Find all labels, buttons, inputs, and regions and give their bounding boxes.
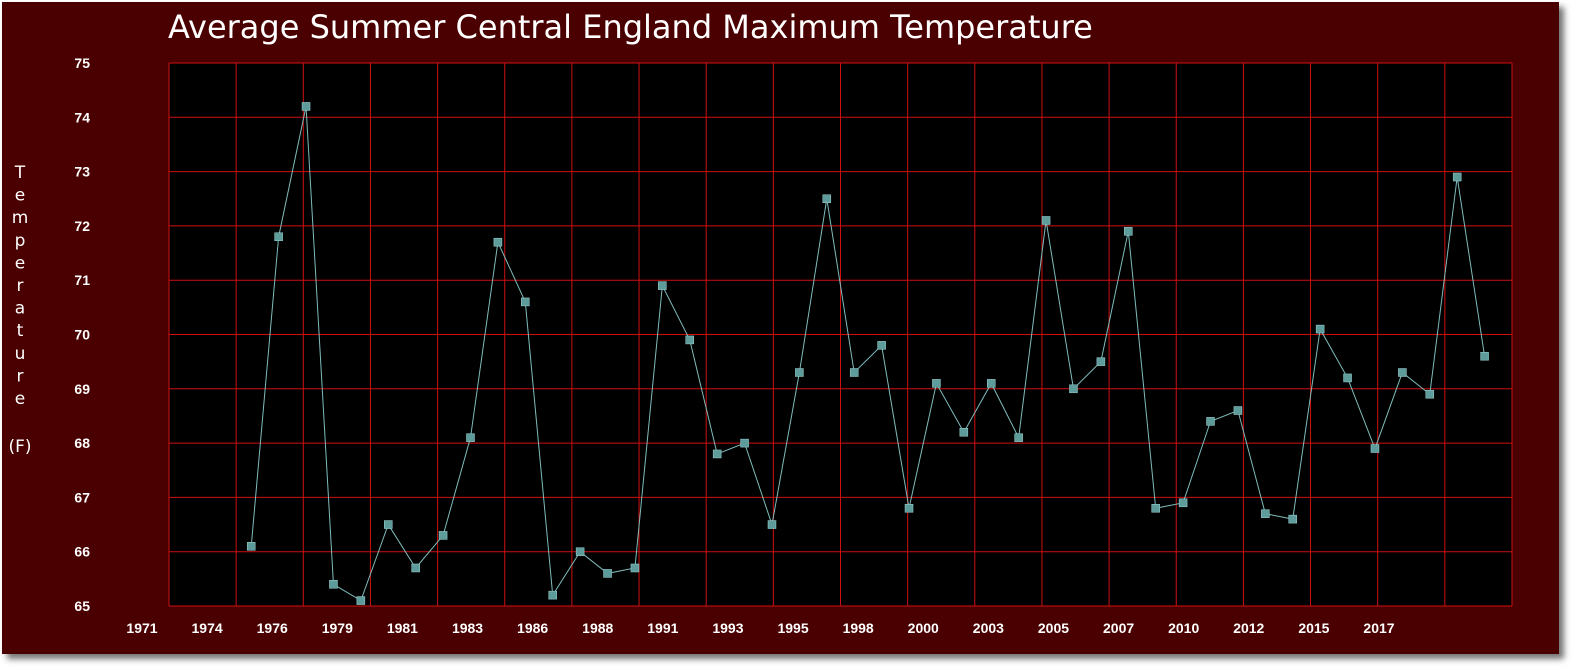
data-point (1206, 417, 1215, 426)
x-tick-label: 1976 (257, 620, 288, 636)
data-point (1124, 227, 1133, 236)
line-chart: Average Summer Central England Maximum T… (8, 8, 1513, 636)
x-tick-label: 2015 (1298, 620, 1329, 636)
y-tick-label: 75 (74, 55, 90, 71)
x-tick-label: 1971 (126, 620, 157, 636)
y-axis-label-char: a (15, 299, 25, 319)
x-tick-label: 1986 (517, 620, 548, 636)
y-axis-label-char: u (15, 344, 26, 364)
y-axis-ticks: 65 66 67 68 69 70 71 72 73 74 75 (74, 55, 90, 614)
x-tick-label: 2017 (1363, 620, 1394, 636)
grid (168, 62, 1513, 607)
x-tick-label: 2003 (973, 620, 1004, 636)
data-point (1233, 406, 1243, 415)
data-point (246, 542, 256, 551)
y-axis-label-char: p (15, 231, 26, 251)
data-point (1452, 172, 1462, 182)
data-point (301, 102, 311, 111)
data-point (712, 449, 722, 459)
data-point (630, 563, 640, 573)
data-point (740, 438, 749, 448)
y-tick-label: 65 (74, 598, 90, 614)
y-axis-label-char: T (14, 163, 26, 183)
data-point (1041, 216, 1051, 225)
x-tick-label: 1974 (192, 620, 223, 636)
data-point (1480, 351, 1489, 361)
data-point (1069, 384, 1078, 394)
data-point (1315, 324, 1325, 334)
data-point (904, 504, 914, 513)
x-tick-label: 2012 (1233, 620, 1264, 636)
y-axis-unit: (F) (8, 437, 31, 457)
y-tick-label: 72 (74, 218, 90, 234)
data-point (1178, 498, 1188, 508)
y-tick-label: 70 (74, 327, 90, 343)
data-point (575, 547, 585, 556)
data-point (411, 563, 420, 573)
x-tick-label: 2000 (908, 620, 939, 636)
data-point (932, 379, 941, 388)
data-point (767, 520, 777, 529)
series (246, 102, 1489, 605)
y-axis-label-char: e (15, 253, 25, 273)
data-point (822, 194, 832, 203)
data-point (849, 368, 859, 377)
data-point (438, 531, 448, 540)
y-axis-label-char: m (12, 208, 29, 228)
y-axis-label-char: e (15, 389, 25, 409)
x-tick-label: 1995 (777, 620, 808, 636)
chart-frame: Average Summer Central England Maximum T… (2, 2, 1559, 654)
y-tick-label: 68 (74, 435, 90, 451)
y-tick-label: 71 (74, 272, 90, 288)
x-tick-label: 2005 (1038, 620, 1069, 636)
data-point (356, 596, 366, 605)
data-point (548, 590, 557, 600)
x-tick-label: 2010 (1168, 620, 1199, 636)
x-tick-label: 1979 (322, 620, 353, 636)
data-point (466, 433, 475, 442)
data-point (493, 237, 503, 247)
data-point (959, 427, 969, 437)
x-tick-label: 1988 (582, 620, 613, 636)
x-tick-label: 1983 (452, 620, 483, 636)
y-tick-label: 66 (74, 544, 90, 560)
x-axis-ticks: 1971 1974 1976 1979 1981 1983 1986 1988 1991 1993… (126, 620, 1394, 636)
data-point (1288, 514, 1297, 524)
y-tick-label: 69 (74, 381, 90, 397)
data-point (1425, 389, 1435, 399)
y-axis-label-char: r (17, 366, 24, 386)
data-point (1151, 504, 1160, 513)
series-line (250, 106, 1486, 602)
data-point (1261, 509, 1270, 518)
x-tick-label: 1993 (712, 620, 743, 636)
chart-title: Average Summer Central England Maximum T… (168, 8, 1093, 46)
x-tick-label: 2007 (1103, 620, 1134, 636)
y-axis-label-char: e (15, 186, 25, 206)
data-point (685, 335, 695, 345)
y-axis-label-char: r (17, 276, 24, 296)
data-point (986, 379, 996, 388)
data-point (1096, 357, 1106, 366)
data-point (795, 368, 804, 377)
x-tick-label: 1981 (387, 620, 418, 636)
y-axis-label: Temperature (12, 163, 29, 409)
data-point (603, 569, 612, 578)
data-point (877, 341, 886, 350)
data-point (384, 520, 393, 529)
x-tick-label: 1991 (647, 620, 678, 636)
y-axis-label-char: t (17, 321, 24, 341)
y-tick-label: 67 (74, 489, 90, 505)
y-tick-label: 74 (74, 109, 90, 125)
data-point (1398, 368, 1407, 377)
data-point (329, 580, 338, 589)
x-tick-label: 1998 (843, 620, 874, 636)
data-point (1014, 433, 1023, 442)
data-point (274, 232, 283, 242)
data-point (658, 281, 667, 290)
y-tick-label: 73 (74, 164, 90, 180)
data-point (521, 297, 530, 307)
data-point (1370, 444, 1380, 453)
data-point (1343, 373, 1352, 383)
